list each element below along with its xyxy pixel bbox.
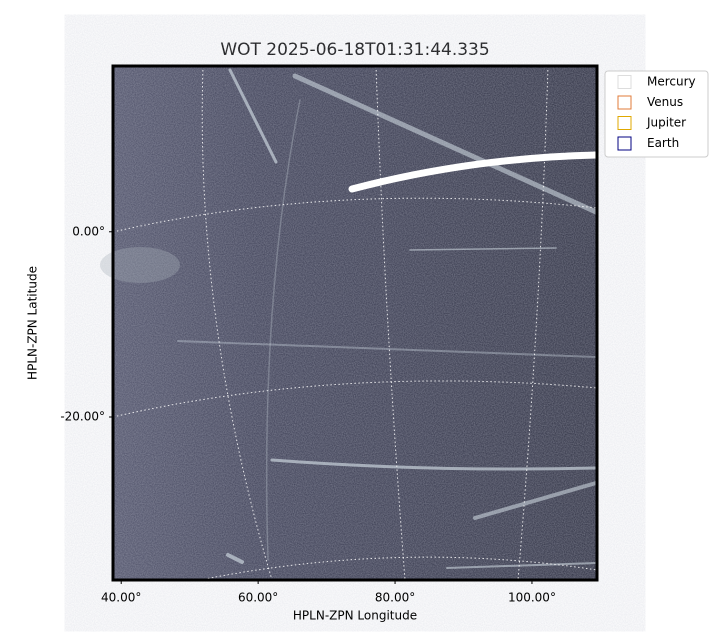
x-axis-label: HPLN-ZPN Longitude: [293, 609, 417, 623]
legend-swatch: [617, 136, 632, 151]
legend-swatch: [617, 116, 632, 130]
legend-label: Jupiter: [646, 116, 686, 130]
y-tick-label: -20.00°: [60, 410, 105, 424]
x-tick-label: 100.00°: [508, 591, 556, 605]
chart-title: WOT 2025-06-18T01:31:44.335: [220, 40, 489, 60]
x-tick-label: 80.00°: [375, 591, 415, 605]
image: [100, 64, 600, 582]
legend-swatch: [617, 75, 632, 89]
legend: [604, 70, 709, 158]
legend-label: Venus: [647, 95, 683, 109]
y-tick-label: 0.00°: [72, 224, 105, 238]
legend-swatch: [617, 95, 632, 110]
y-axis-label: HPLN-ZPN Latitude: [26, 266, 40, 380]
x-tick-label: 60.00°: [238, 591, 278, 605]
legend-label: Mercury: [647, 75, 696, 89]
x-tick-label: 40.00°: [101, 591, 141, 605]
legend-label: Earth: [647, 136, 679, 150]
